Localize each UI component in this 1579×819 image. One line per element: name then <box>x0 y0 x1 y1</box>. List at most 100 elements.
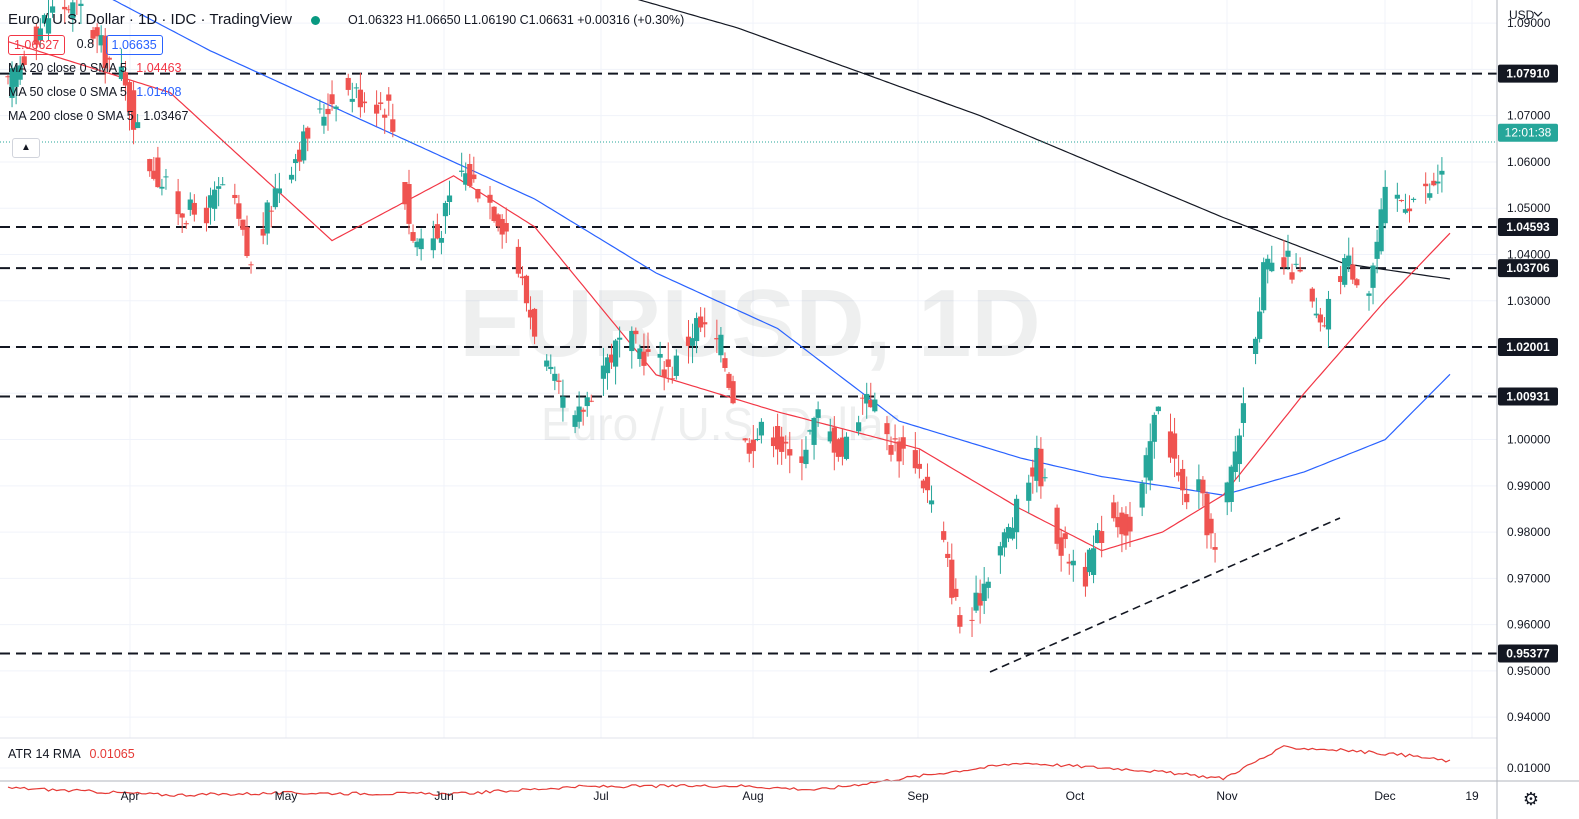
candle-body[interactable] <box>1232 451 1238 472</box>
candle-body[interactable] <box>487 194 493 203</box>
time-axis[interactable]: Apr May Jun Jul Aug Sep Oct Nov Dec 19 <box>121 789 1479 803</box>
candle-body[interactable] <box>130 90 137 130</box>
candle-body[interactable] <box>1143 455 1149 478</box>
candle-body[interactable] <box>353 87 359 89</box>
candle-body[interactable] <box>1317 314 1323 323</box>
candle-body[interactable] <box>491 206 497 222</box>
candle-body[interactable] <box>434 224 440 239</box>
candle-body[interactable] <box>856 422 862 432</box>
candle-body[interactable] <box>118 66 125 80</box>
candle-body[interactable] <box>815 409 821 418</box>
candle-body[interactable] <box>1200 479 1206 494</box>
candle-body[interactable] <box>410 232 416 241</box>
candle-body[interactable] <box>1410 198 1417 200</box>
candle-body[interactable] <box>187 199 193 210</box>
candle-body[interactable] <box>531 308 538 337</box>
candle-body[interactable] <box>1196 479 1202 491</box>
candle-body[interactable] <box>916 463 922 469</box>
candle-body[interactable] <box>264 202 270 234</box>
candle-body[interactable] <box>572 415 578 427</box>
ma20-legend[interactable]: MA 20 close 0 SMA 5 1.04463 <box>8 56 684 80</box>
candle-body[interactable] <box>560 396 566 408</box>
candle-body[interactable] <box>758 421 765 436</box>
candle-body[interactable] <box>163 176 169 178</box>
candle-body[interactable] <box>503 223 509 232</box>
candle-body[interactable] <box>37 28 44 41</box>
candle-body[interactable] <box>1285 250 1291 257</box>
trendline[interactable] <box>989 517 1341 673</box>
candle-body[interactable] <box>949 559 955 598</box>
candle-body[interactable] <box>519 276 526 279</box>
candle-body[interactable] <box>1427 193 1433 198</box>
candle-body[interactable] <box>544 360 550 367</box>
candle-body[interactable] <box>329 94 335 105</box>
candle-body[interactable] <box>722 358 728 368</box>
candle-body[interactable] <box>301 131 307 161</box>
candle-body[interactable] <box>770 437 777 447</box>
candle-body[interactable] <box>276 188 282 194</box>
candle-body[interactable] <box>527 309 534 318</box>
candle-body[interactable] <box>941 531 947 540</box>
candle-body[interactable] <box>783 441 789 444</box>
candle-body[interactable] <box>1269 262 1275 272</box>
candle-body[interactable] <box>475 188 481 199</box>
candle-body[interactable] <box>382 114 388 118</box>
candle-body[interactable] <box>268 210 274 212</box>
candle-body[interactable] <box>49 6 56 13</box>
ma50-legend[interactable]: MA 50 close 0 SMA 5 1.01408 <box>8 80 684 104</box>
candle-body[interactable] <box>1350 264 1356 280</box>
candle-body[interactable] <box>1139 483 1145 508</box>
candle-body[interactable] <box>1224 482 1230 503</box>
candle-body[interactable] <box>1013 498 1020 533</box>
candle-body[interactable] <box>321 116 327 126</box>
candle-body[interactable] <box>645 349 651 352</box>
candle-body[interactable] <box>151 170 157 179</box>
candle-body[interactable] <box>608 354 615 363</box>
candle-body[interactable] <box>248 264 254 266</box>
candle-body[interactable] <box>1001 532 1008 548</box>
candle-body[interactable] <box>523 275 530 304</box>
candle-body[interactable] <box>1147 441 1153 481</box>
candle-body[interactable] <box>211 189 218 209</box>
candle-body[interactable] <box>126 82 133 113</box>
candle-body[interactable] <box>1228 466 1234 502</box>
candle-body[interactable] <box>888 445 894 455</box>
candle-body[interactable] <box>924 476 931 491</box>
currency-label[interactable]: USD <box>1509 8 1535 22</box>
candle-body[interactable] <box>499 218 505 235</box>
candle-body[interactable] <box>973 592 979 611</box>
candle-body[interactable] <box>1171 433 1178 459</box>
candle-body[interactable] <box>661 369 667 378</box>
candle-body[interactable] <box>317 108 323 110</box>
candle-body[interactable] <box>1313 313 1319 316</box>
candle-body[interactable] <box>1398 200 1404 202</box>
candle-body[interactable] <box>471 174 477 180</box>
candle-body[interactable] <box>155 157 161 188</box>
candle-body[interactable] <box>1038 448 1044 487</box>
candle-body[interactable] <box>1095 530 1101 544</box>
candle-body[interactable] <box>843 436 850 459</box>
candle-body[interactable] <box>892 438 898 440</box>
chevron-down-icon[interactable] <box>1533 11 1543 17</box>
candle-body[interactable] <box>953 588 959 597</box>
candle-body[interactable] <box>41 15 48 24</box>
candle-body[interactable] <box>1257 311 1263 339</box>
candle-body[interactable] <box>600 365 607 379</box>
candle-body[interactable] <box>106 57 112 60</box>
candle-body[interactable] <box>495 214 501 227</box>
candle-body[interactable] <box>775 425 781 450</box>
candle-body[interactable] <box>66 9 72 11</box>
candle-body[interactable] <box>1167 431 1174 458</box>
candle-body[interactable] <box>297 149 303 162</box>
candle-body[interactable] <box>1062 533 1068 540</box>
candle-body[interactable] <box>1370 265 1376 288</box>
candle-body[interactable] <box>629 330 635 352</box>
candle-body[interactable] <box>726 373 732 388</box>
candle-body[interactable] <box>1309 288 1315 302</box>
candle-body[interactable] <box>1289 272 1295 280</box>
sell-button[interactable]: 1.06627 <box>8 34 66 55</box>
candle-body[interactable] <box>244 226 250 257</box>
candle-body[interactable] <box>669 378 675 380</box>
candle-body[interactable] <box>1176 472 1182 476</box>
